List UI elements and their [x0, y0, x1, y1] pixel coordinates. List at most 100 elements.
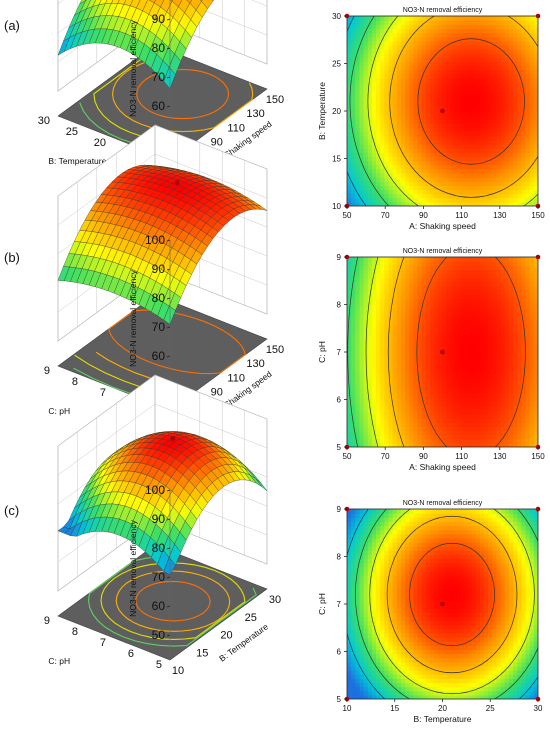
contour-cell — [488, 86, 493, 91]
contour-cell — [450, 331, 456, 337]
contour-cell — [380, 335, 385, 341]
contour-cell — [384, 294, 390, 299]
contour-cell — [363, 397, 369, 403]
contour-cell — [521, 434, 527, 440]
contour-cell — [384, 434, 390, 440]
contour-cell — [525, 257, 531, 262]
contour-cell — [467, 285, 473, 291]
contour-cell — [351, 265, 356, 270]
contour-cell — [479, 98, 485, 104]
contour-cell — [351, 90, 356, 96]
contour-cell — [442, 285, 448, 291]
contour-cell — [417, 86, 423, 91]
contour-cell — [430, 16, 435, 21]
contour-cell — [484, 302, 489, 308]
contour-cell — [484, 442, 489, 447]
contour-cell — [417, 343, 423, 349]
contour-cell — [504, 69, 510, 75]
contour-cell — [488, 82, 493, 87]
contour-cell — [492, 172, 498, 178]
contour-cell — [454, 57, 460, 63]
contour-cell — [363, 285, 369, 291]
contour-cell — [446, 413, 452, 419]
contour-cell — [363, 413, 369, 419]
contour-cell — [359, 164, 365, 170]
contour-cell — [434, 73, 439, 79]
contour-cell — [392, 61, 398, 67]
contour-cell — [409, 86, 415, 91]
contour-cell — [492, 273, 498, 279]
contour-cell — [496, 298, 502, 304]
contour-cell — [371, 181, 377, 186]
contour-cell — [376, 409, 381, 415]
contour-cell — [459, 86, 464, 91]
contour-cell — [392, 69, 398, 75]
contour-cell — [405, 65, 410, 71]
contour-cell — [500, 24, 506, 29]
contour-cell — [376, 144, 381, 149]
contour-cell — [496, 306, 502, 312]
contour-cell — [446, 69, 452, 75]
contour-cell — [517, 285, 522, 291]
contour-cell — [450, 401, 456, 407]
contour-cell — [533, 257, 538, 262]
contour-cell — [521, 273, 527, 279]
contour-cell — [463, 285, 469, 291]
contour-cell — [471, 352, 477, 357]
contour-cell — [525, 53, 531, 58]
contour-cell — [396, 152, 402, 158]
contour-cell — [363, 401, 369, 407]
contour-cell — [425, 111, 431, 116]
contour-cell — [517, 339, 522, 345]
contour-cell — [467, 352, 473, 357]
contour-cell — [496, 86, 502, 91]
contour-cell — [475, 339, 481, 345]
contour-cell — [471, 442, 477, 447]
contour-cell — [521, 148, 527, 153]
contour-cell — [367, 397, 373, 403]
contour-cell — [367, 172, 373, 178]
contour-cell — [367, 57, 373, 63]
contour-cell — [438, 40, 444, 46]
contour-cell — [392, 422, 398, 427]
x-axis-label: A: Shaking speed — [409, 462, 476, 472]
contour-cell — [376, 115, 381, 120]
contour-cell — [479, 372, 485, 378]
contour-cell — [392, 257, 398, 262]
contour-cell — [479, 281, 485, 287]
contour-cell — [496, 102, 502, 108]
contour-cell — [417, 152, 423, 158]
contour-cell — [380, 123, 385, 129]
contour-cell — [533, 281, 538, 287]
contour-cell — [355, 197, 361, 203]
contour-cell — [513, 323, 518, 328]
contour-cell — [392, 144, 398, 149]
contour-cell — [388, 73, 394, 79]
contour-cell — [504, 426, 510, 432]
contour-cell — [471, 189, 477, 195]
contour-cell — [533, 102, 538, 108]
contour-cell — [363, 152, 369, 158]
contour-cell — [347, 197, 352, 203]
contour-cell — [488, 135, 493, 141]
contour-cell — [450, 181, 456, 186]
contour-cell — [484, 413, 489, 419]
contour-cell — [434, 356, 439, 361]
contour-cell — [430, 323, 435, 328]
contour-cell — [388, 106, 394, 112]
contour-cell — [479, 123, 485, 129]
contour-cell — [359, 401, 365, 407]
contour-cell — [413, 90, 419, 96]
contour-cell — [533, 409, 538, 415]
contour-cell — [513, 49, 518, 54]
contour-cell — [351, 106, 356, 112]
contour-cell — [454, 306, 460, 312]
contour-cell — [475, 380, 481, 386]
contour-cell — [417, 413, 423, 419]
contour-cell — [400, 20, 406, 25]
contour-cell — [504, 409, 510, 415]
contour-cell — [467, 426, 473, 432]
contour-cell — [521, 409, 527, 415]
contour-cell — [425, 40, 431, 46]
contour-title: NO3-N removal efficiency — [403, 248, 483, 255]
